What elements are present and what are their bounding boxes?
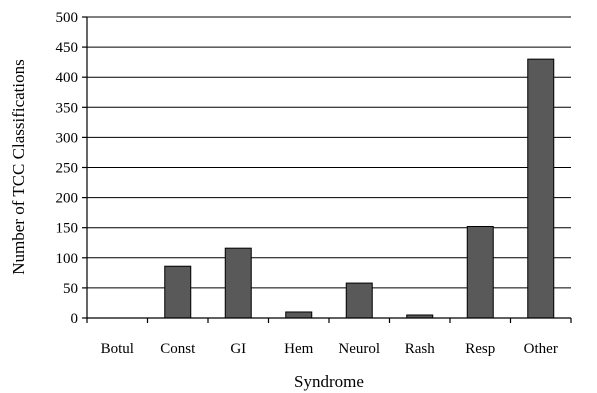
y-tick-label: 500 bbox=[56, 10, 79, 26]
y-tick-label: 200 bbox=[56, 191, 79, 207]
x-tick-label: Botul bbox=[101, 341, 134, 357]
y-tick-labels: 0 50 100 150 200 250 300 350 400 450 500 bbox=[56, 10, 87, 327]
x-tick-label: Const bbox=[160, 341, 196, 357]
y-tick-label: 250 bbox=[56, 161, 79, 177]
y-tick-label: 350 bbox=[56, 100, 79, 116]
bar-neurol bbox=[345, 282, 373, 319]
bar-other bbox=[527, 58, 555, 319]
y-tick-label: 0 bbox=[71, 311, 79, 327]
x-axis-title: Syndrome bbox=[294, 372, 364, 391]
bar-resp bbox=[466, 225, 494, 319]
x-tick-label: Neurol bbox=[338, 341, 380, 357]
bars bbox=[164, 58, 555, 319]
bar-gi bbox=[224, 247, 252, 319]
y-tick-label: 400 bbox=[56, 70, 79, 86]
y-tick-label: 50 bbox=[63, 281, 78, 297]
bar-const bbox=[164, 265, 192, 319]
y-tick-label: 150 bbox=[56, 221, 79, 237]
bar-hem bbox=[285, 311, 313, 319]
y-axis-title: Number of TCC Classifications bbox=[9, 59, 28, 274]
x-tick-labels: Botul Const GI Hem Neurol Rash Resp Other bbox=[86, 318, 572, 357]
x-tick-label: Rash bbox=[405, 341, 436, 357]
x-tick-label: Hem bbox=[284, 341, 313, 357]
x-tick-label: GI bbox=[230, 341, 246, 357]
x-tick-label: Other bbox=[524, 341, 558, 357]
y-tick-label: 100 bbox=[56, 251, 79, 267]
x-tick-label: Resp bbox=[465, 341, 495, 357]
y-tick-label: 300 bbox=[56, 130, 79, 146]
gridlines bbox=[87, 16, 571, 289]
y-tick-label: 450 bbox=[56, 40, 79, 56]
